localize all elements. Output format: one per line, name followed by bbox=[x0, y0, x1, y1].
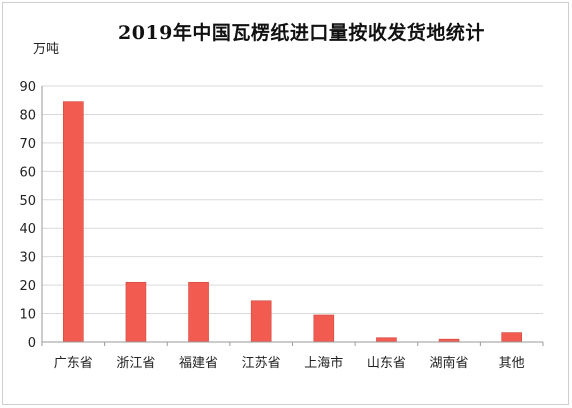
chart-title: 2019年中国瓦楞纸进口量按收发货地统计 bbox=[118, 22, 485, 44]
x-tick-labels: 广东省 浙江省 福建省 江苏省 上海市 山东省 湖南省 其他 bbox=[54, 355, 525, 371]
y-axis-unit-label: 万吨 bbox=[33, 42, 60, 57]
x-tick-label: 广东省 bbox=[54, 356, 93, 371]
bar-3 bbox=[188, 281, 209, 343]
x-tick-label: 上海市 bbox=[304, 355, 343, 371]
chart-frame bbox=[2, 2, 569, 405]
y-tick-label: 0 bbox=[28, 336, 36, 351]
y-tick-label: 50 bbox=[19, 194, 36, 209]
x-tick-label: 其他 bbox=[499, 356, 525, 371]
bar-2 bbox=[125, 281, 147, 343]
x-tick-label: 山东省 bbox=[367, 356, 406, 371]
x-tick-label: 福建省 bbox=[179, 356, 218, 371]
y-tick-labels: 0 10 20 30 40 50 60 70 80 90 bbox=[19, 80, 36, 351]
bars bbox=[63, 101, 522, 343]
bar-8 bbox=[501, 332, 522, 343]
y-tick-label: 10 bbox=[19, 308, 36, 323]
y-tick-label: 60 bbox=[19, 165, 36, 180]
y-tick-label: 70 bbox=[19, 137, 36, 152]
y-tick-label: 80 bbox=[19, 108, 36, 123]
axes bbox=[41, 86, 544, 346]
y-tick-label: 30 bbox=[19, 251, 36, 266]
y-tick-label: 90 bbox=[19, 80, 36, 95]
x-tick-label: 湖南省 bbox=[430, 355, 469, 371]
bar-4 bbox=[250, 300, 272, 343]
bar-6 bbox=[376, 337, 397, 343]
x-tick-label: 浙江省 bbox=[116, 356, 155, 371]
y-tick-label: 40 bbox=[19, 222, 36, 237]
bar-1 bbox=[63, 101, 84, 343]
x-tick-label: 江苏省 bbox=[242, 355, 281, 371]
gridlines bbox=[42, 85, 543, 315]
bar-5 bbox=[313, 314, 335, 343]
y-tick-label: 20 bbox=[19, 279, 36, 294]
